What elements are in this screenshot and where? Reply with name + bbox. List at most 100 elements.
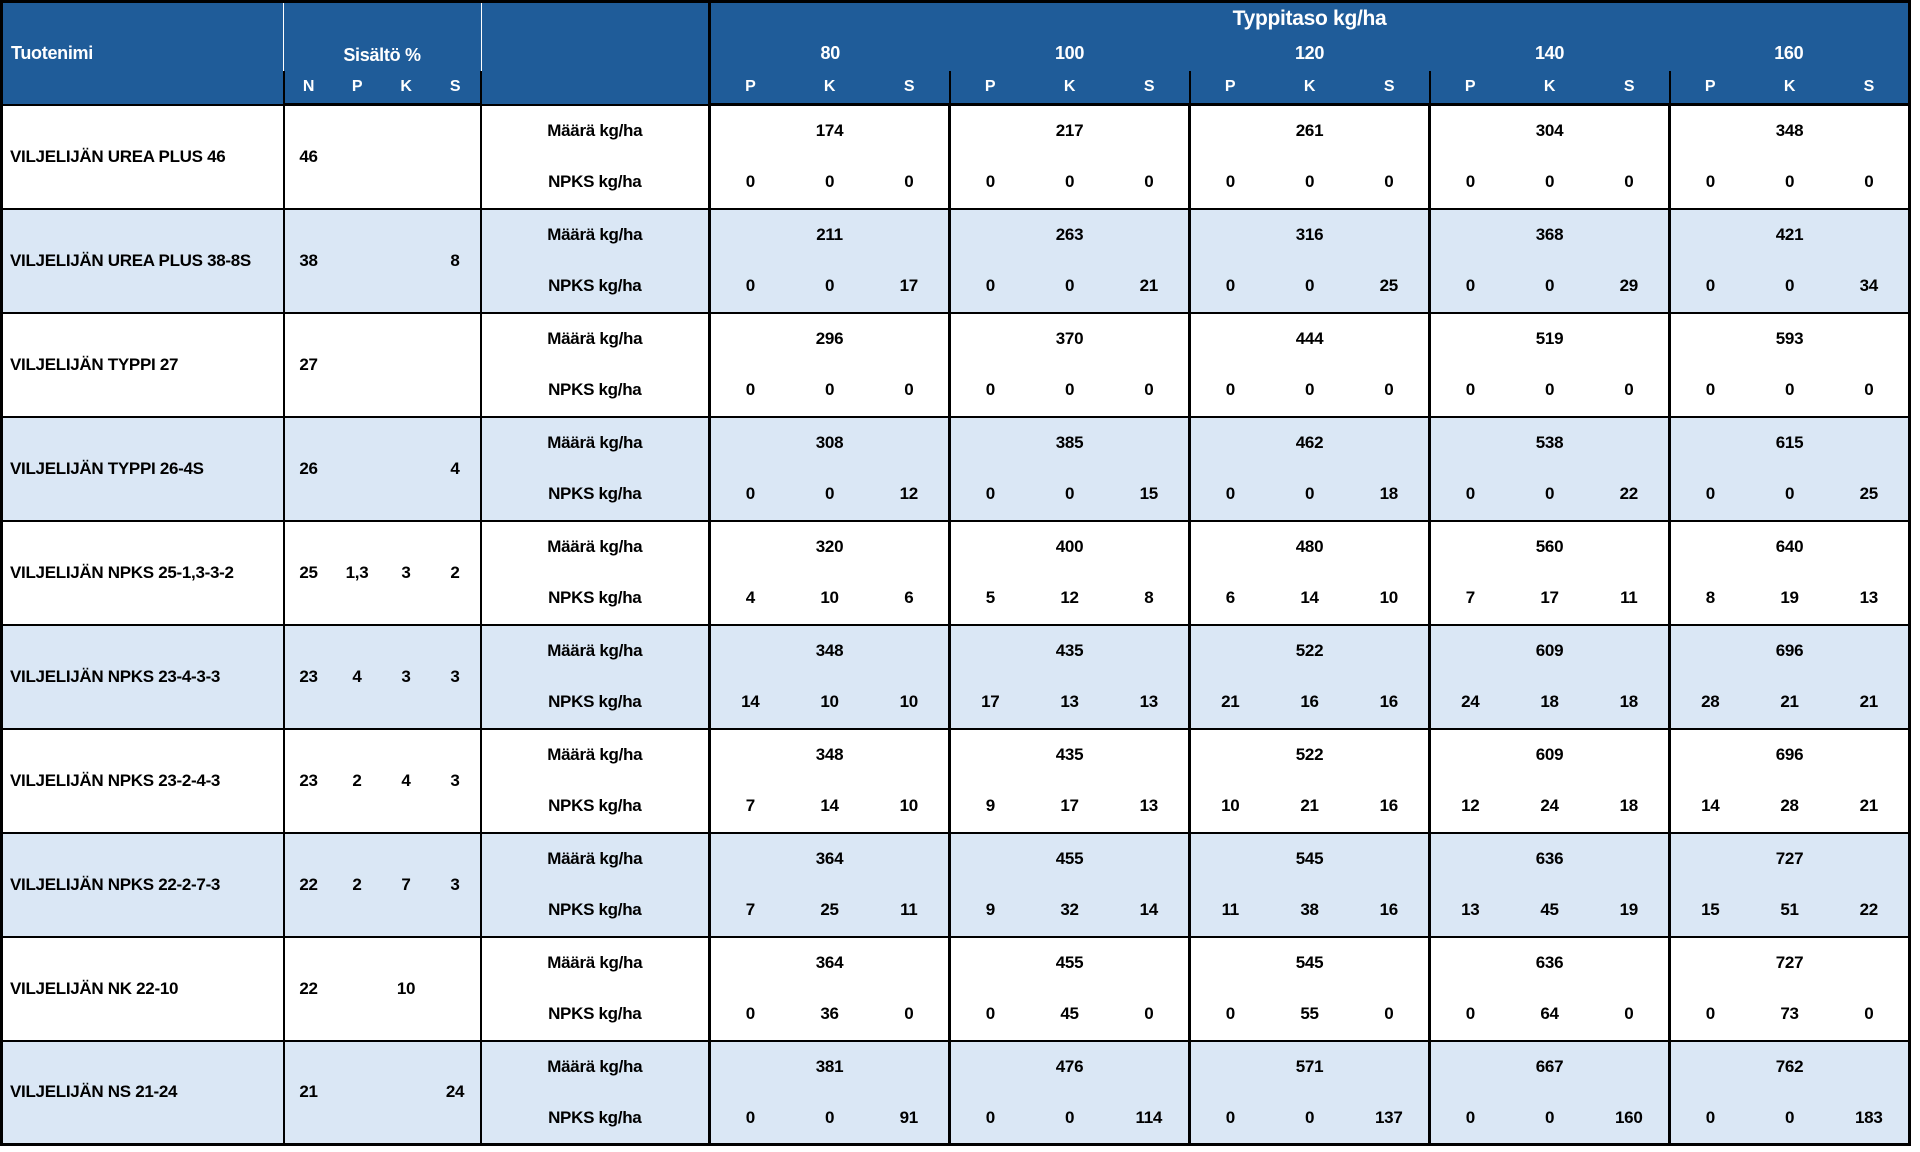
table-header: Tuotenimi Sisältö % Typpitaso kg/ha 80 1…: [1, 1, 1910, 106]
npks-value: 0: [1589, 364, 1672, 417]
npks-value: 24: [1429, 676, 1510, 729]
npks-value: 11: [869, 884, 952, 937]
amount-value: 522: [1189, 727, 1432, 781]
product-row: VILJELIJÄN UREA PLUS 46 46 Määrä kg/ha 174 2…: [1, 103, 1912, 209]
amount-value: 211: [709, 207, 952, 261]
amount-row-label: Määrä kg/ha: [480, 311, 712, 365]
npks-value: 19: [1589, 884, 1672, 937]
npks-value: 0: [1705, 1004, 1715, 1023]
npks-value: 21: [1829, 676, 1912, 729]
product-row-npks: NPKS kg/ha 0 0 91 0 0 114 0 0 137 0 0 160 0 0 183: [1, 1092, 1912, 1145]
amount-value: 545: [1189, 831, 1432, 885]
amount-value: 400: [949, 519, 1192, 573]
product-name: VILJELIJÄN NPKS 25-1,3-3-2: [1, 519, 285, 625]
npks-value: 0: [1749, 468, 1830, 521]
npks-value: 73: [1780, 1004, 1799, 1023]
npks-value: 14: [820, 796, 839, 815]
npks-value: 160: [1589, 1092, 1672, 1145]
npks-value: 0: [1509, 1092, 1590, 1145]
npks-value: 7: [745, 796, 755, 815]
level-header-120: 120: [1189, 35, 1430, 71]
npks-value: 8: [1109, 572, 1192, 625]
npks-value: 17: [1060, 796, 1079, 815]
npks-value: 38: [1269, 884, 1350, 937]
npks-value: 10: [820, 588, 839, 607]
product-row: VILJELIJÄN UREA PLUS 38-8S 38 8 Määrä kg/ha…: [1, 207, 1912, 313]
npks-value: 0: [869, 988, 952, 1041]
level-subcol-s: S: [1109, 70, 1191, 106]
amount-row-label: Määrä kg/ha: [480, 207, 712, 261]
npks-value: 0: [1304, 172, 1315, 191]
npks-value: 0: [789, 468, 870, 521]
level-subcol-k: K: [1509, 70, 1590, 106]
product-name: VILJELIJÄN UREA PLUS 46: [1, 103, 285, 209]
content-n: 25: [283, 519, 333, 625]
content-n: 23: [283, 623, 333, 729]
amount-value: 308: [709, 415, 952, 469]
content-p: [332, 1039, 382, 1145]
amount-value: 762: [1669, 1039, 1912, 1093]
level-subcol-k: K: [1269, 70, 1350, 106]
npks-value: 0: [985, 1004, 995, 1023]
amount-value: 615: [1669, 415, 1912, 469]
npks-value: 16: [1269, 676, 1350, 729]
content-k: 7: [381, 831, 431, 937]
content-p: [332, 311, 382, 417]
npks-value: 12: [1461, 796, 1480, 815]
content-n: 22: [283, 935, 333, 1041]
npks-value: 0: [1544, 172, 1555, 191]
npks-value: 14: [1701, 796, 1720, 815]
product-row: VILJELIJÄN NPKS 25-1,3-3-2 25 1,3 3 2 Määrä k…: [1, 519, 1912, 625]
amount-row-label: Määrä kg/ha: [480, 103, 712, 157]
product-row: VILJELIJÄN NS 21-24 21 24 Määrä kg/ha 381 476…: [1, 1039, 1912, 1145]
npks-value: 0: [1109, 156, 1192, 209]
amount-value: 296: [709, 311, 952, 365]
npks-value: 0: [709, 260, 790, 313]
level-subcol-p: P: [1669, 70, 1750, 106]
product-name: VILJELIJÄN NPKS 23-2-4-3: [1, 727, 285, 833]
npks-value: 0: [789, 260, 870, 313]
amount-value: 435: [949, 623, 1192, 677]
content-k: [381, 103, 431, 209]
amount-value: 640: [1669, 519, 1912, 573]
npks-value: 15: [1669, 884, 1750, 937]
npks-value: 64: [1540, 1004, 1559, 1023]
npks-value: 13: [1829, 572, 1912, 625]
npks-value: 0: [745, 172, 755, 191]
content-n: 23: [283, 727, 333, 833]
npks-value: 0: [1064, 380, 1075, 399]
amount-value: 348: [1669, 103, 1912, 157]
npks-value: 0: [1669, 468, 1750, 521]
level-subcol-p: P: [1189, 70, 1270, 106]
amount-value: 667: [1429, 1039, 1672, 1093]
amount-value: 636: [1429, 831, 1672, 885]
npks-value: 183: [1829, 1092, 1912, 1145]
npks-value: 19: [1780, 588, 1799, 607]
npks-value: 28: [1669, 676, 1750, 729]
product-name: VILJELIJÄN NS 21-24: [1, 1039, 285, 1145]
product-col-header: Tuotenimi: [1, 1, 284, 105]
npks-value: 0: [1829, 156, 1912, 209]
content-s: [430, 311, 482, 417]
amount-value: 385: [949, 415, 1192, 469]
npks-value: 0: [1784, 380, 1795, 399]
content-n: 27: [283, 311, 333, 417]
npks-value: 0: [745, 380, 755, 399]
npks-row-label: NPKS kg/ha: [480, 156, 712, 209]
npks-value: 28: [1780, 796, 1799, 815]
npks-value: 0: [824, 380, 835, 399]
npks-value: 32: [1029, 884, 1110, 937]
level-subcol-k: K: [1749, 70, 1830, 106]
content-k: [381, 1039, 431, 1145]
npks-value: 0: [709, 468, 790, 521]
npks-value: 29: [1589, 260, 1672, 313]
npks-value: 21: [1189, 676, 1270, 729]
content-n: 46: [283, 103, 333, 209]
npks-value: 25: [789, 884, 870, 937]
npks-value: 0: [1509, 260, 1590, 313]
product-row: VILJELIJÄN NPKS 23-4-3-3 23 4 3 3 Määrä kg/ha…: [1, 623, 1912, 729]
content-n: 22: [283, 831, 333, 937]
npks-value: 0: [1109, 364, 1192, 417]
product-row-npks: NPKS kg/ha 0 0 12 0 0 15 0 0 18 0 0 22 0 0 25: [1, 468, 1912, 521]
npks-value: 21: [1109, 260, 1192, 313]
